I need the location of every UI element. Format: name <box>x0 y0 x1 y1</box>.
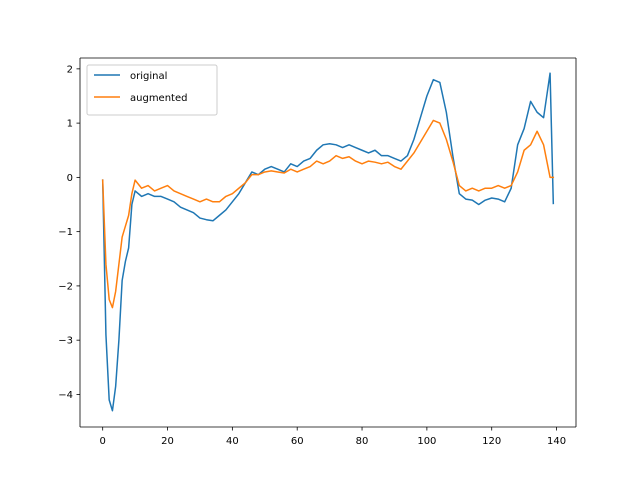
ticks-layer: 0 20 40 60 80 100 120 140 −4 −3 −2 −1 0 1 2 <box>58 64 566 447</box>
y-tick-label: 0 <box>67 173 73 184</box>
y-tick-label: −3 <box>58 336 73 347</box>
x-tick-label: 120 <box>482 436 501 447</box>
axes-frame <box>79 57 577 428</box>
x-tick-label: 80 <box>356 436 369 447</box>
y-tick-label: 2 <box>67 64 73 75</box>
x-tick-label: 0 <box>100 436 106 447</box>
x-tick-label: 20 <box>161 436 174 447</box>
x-tick-label: 40 <box>226 436 239 447</box>
legend-label-original: original <box>130 71 167 82</box>
y-tick-label: −4 <box>58 390 73 401</box>
x-tick-label: 100 <box>417 436 436 447</box>
series-line-augmented <box>101 119 555 309</box>
legend-label-augmented: augmented <box>130 93 187 104</box>
series-layer <box>101 72 555 412</box>
legend: original augmented <box>86 64 218 116</box>
y-tick-label: −2 <box>58 281 73 292</box>
legend-box <box>86 64 218 116</box>
series-line-original <box>101 72 555 412</box>
y-tick-label: 1 <box>67 119 73 130</box>
x-tick-label: 140 <box>547 436 566 447</box>
x-tick-label: 60 <box>291 436 304 447</box>
y-tick-label: −1 <box>58 227 73 238</box>
